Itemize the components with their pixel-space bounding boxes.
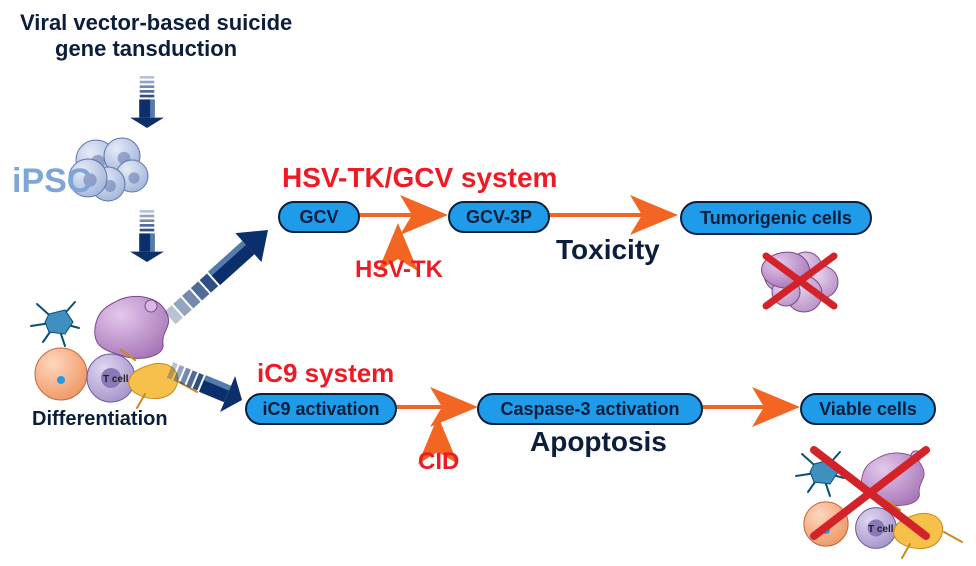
toxicity-label: Toxicity xyxy=(556,234,660,266)
title-line1: Viral vector-based suicide xyxy=(20,10,292,36)
diagram-canvas: T cell T cell xyxy=(0,0,976,566)
svg-text:T cell: T cell xyxy=(868,524,894,535)
pill-ic9act: iC9 activation xyxy=(245,393,397,425)
cid-label: CID xyxy=(418,448,459,476)
tumorigenic-cells-crossed xyxy=(762,252,838,312)
pill-viable: Viable cells xyxy=(800,393,936,425)
pill-tumor: Tumorigenic cells xyxy=(680,201,872,235)
pill-gcv: GCV xyxy=(278,201,360,233)
hsv-tk-label: HSV-TK xyxy=(355,256,443,284)
differentiation-label: Differentiation xyxy=(32,408,168,431)
ic9-system-title: iC9 system xyxy=(257,358,394,389)
pill-casp3: Caspase-3 activation xyxy=(477,393,703,425)
hsv-system-title: HSV-TK/GCV system xyxy=(282,162,557,194)
apoptosis-label: Apoptosis xyxy=(530,426,667,458)
ipsc-label: iPSC xyxy=(12,162,91,201)
pill-gcv3p: GCV-3P xyxy=(448,201,550,233)
svg-text:T cell: T cell xyxy=(103,374,129,385)
viable-cells-crossed: T cell xyxy=(796,450,962,558)
title-line2: gene tansduction xyxy=(55,36,237,62)
